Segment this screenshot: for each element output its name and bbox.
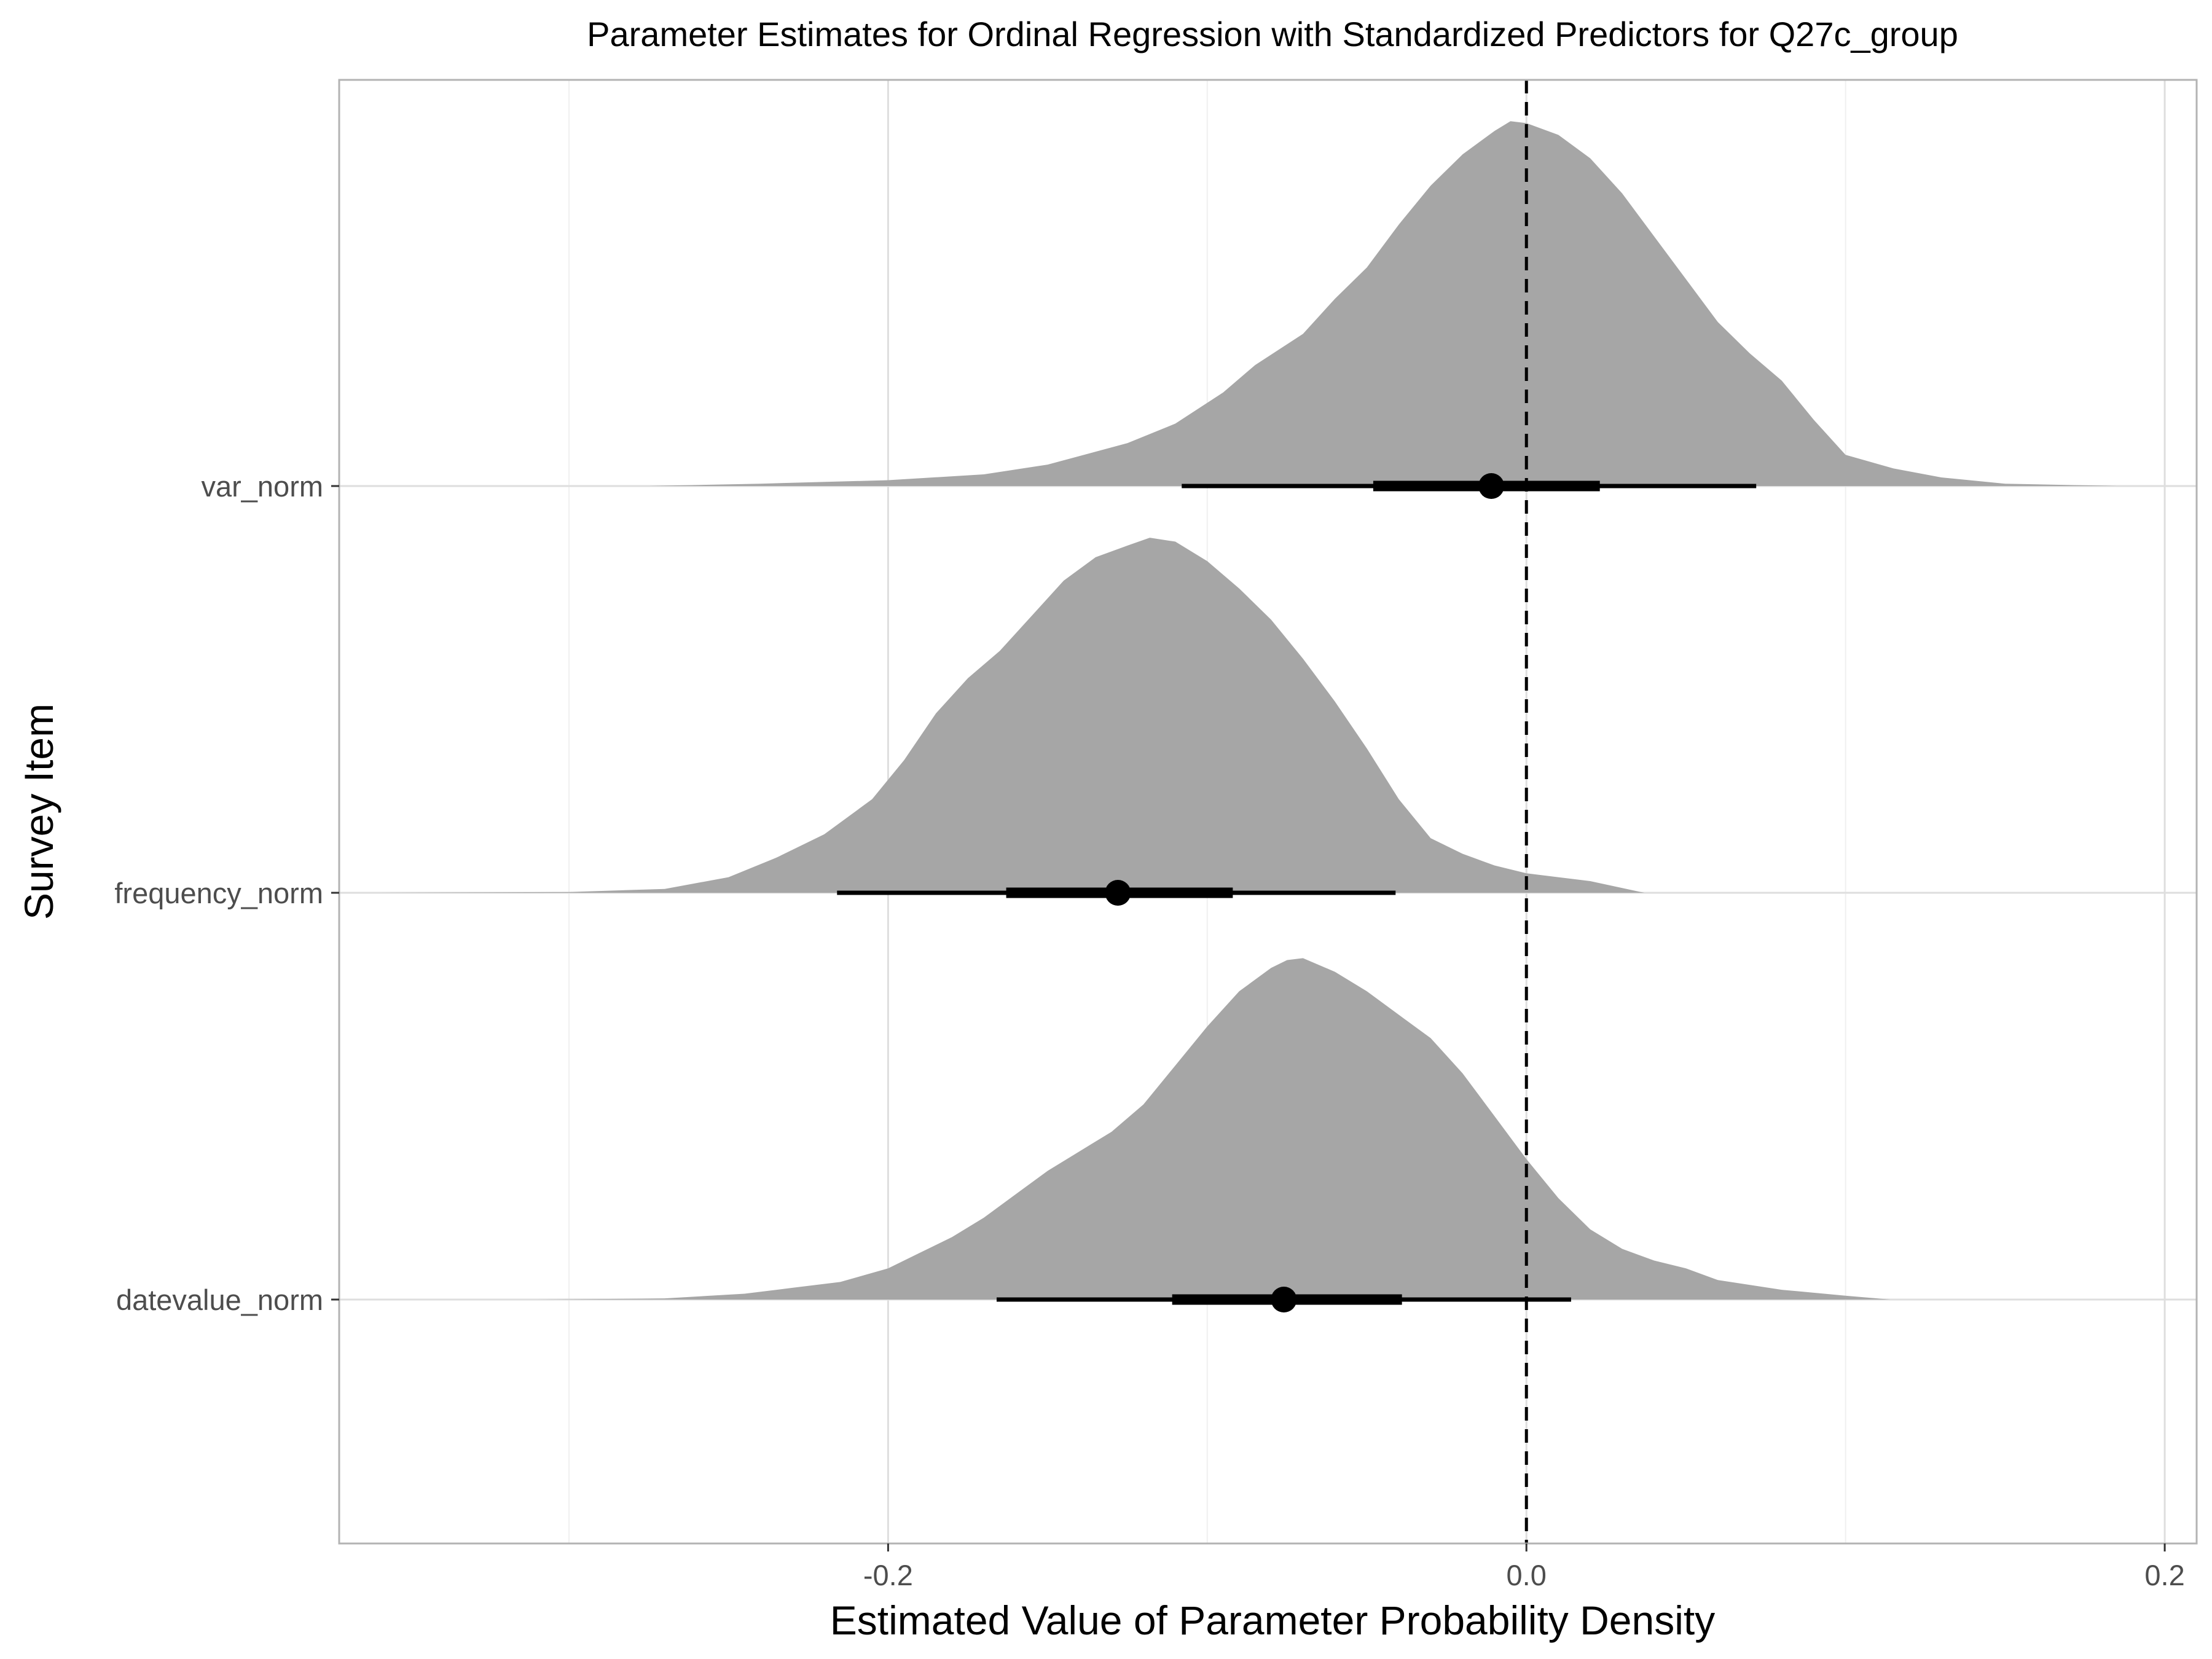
interval-layer (837, 473, 1757, 1312)
y-tick-label: var_norm (201, 470, 323, 503)
density-ridge-datevalue-norm (537, 958, 1891, 1300)
y-tick-label: frequency_norm (114, 877, 323, 909)
density-ridge-frequency-norm (377, 538, 1645, 893)
median-point-datevalue-norm (1271, 1287, 1297, 1312)
x-axis-label: Estimated Value of Parameter Probability… (830, 1598, 1715, 1643)
median-point-frequency-norm (1105, 880, 1131, 906)
axis-layer: -0.2 0.0 0.2 var_norm frequency_norm datevalu… (114, 470, 2184, 1591)
plot-panel-border (338, 79, 2198, 1545)
x-tick-label: -0.2 (863, 1559, 913, 1591)
x-tick-label: 0.2 (2144, 1559, 2184, 1591)
y-tick-label: datevalue_norm (116, 1284, 323, 1316)
density-ridge-var-norm (648, 121, 2117, 487)
median-point-var-norm (1478, 473, 1505, 499)
density-layer (377, 121, 2117, 1300)
y-axis-label: Survey Item (16, 704, 61, 920)
chart-title: Parameter Estimates for Ordinal Regressi… (587, 15, 1958, 53)
x-tick-label: 0.0 (1507, 1559, 1547, 1591)
